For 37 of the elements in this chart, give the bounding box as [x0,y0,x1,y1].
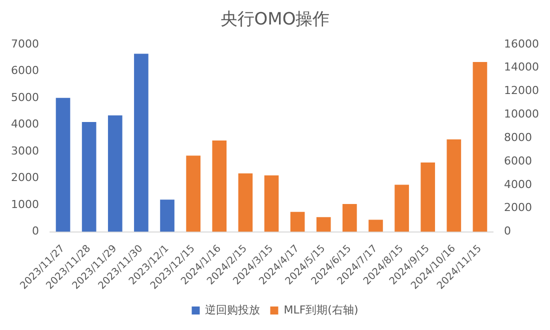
bar [134,54,148,232]
bar [420,162,436,232]
bar [342,204,357,232]
y2-tick-label: 8000 [504,130,532,144]
bar [160,200,174,232]
y-tick-label: 6000 [10,64,39,78]
y2-tick-label: 10000 [504,108,540,121]
y-tick-label: 0 [32,224,39,238]
bar [446,139,462,232]
y2-tick-label: 4000 [504,178,532,191]
y2-tick-label: 14000 [504,60,540,74]
bar [56,98,70,232]
bar [186,156,200,232]
y-tick-label: 4000 [10,118,39,131]
chart-title: 央行OMO操作 [220,10,330,30]
y-tick-label: 1000 [10,198,39,211]
y2-tick-label: 2000 [504,201,532,214]
y-tick-label: 2000 [10,171,39,184]
bar [238,173,253,232]
y2-tick-label: 6000 [504,154,532,168]
bar [212,140,227,232]
y-tick-label: 7000 [10,37,39,50]
bar [394,184,409,232]
y2-tick-label: 0 [504,224,512,238]
y-tick-label: 3000 [10,144,39,158]
bar [472,62,488,232]
bar [82,122,96,232]
bar [264,175,279,232]
y-tick-label: 5000 [10,90,39,104]
bar [108,115,122,232]
legend-label: MLF到期(右轴) [284,303,358,316]
y2-tick-label: 16000 [504,37,540,50]
bar [316,217,331,232]
y2-tick-label: 12000 [504,84,540,98]
bar [368,220,383,232]
legend-label: 逆回购投放 [205,303,260,316]
bar [290,212,305,232]
